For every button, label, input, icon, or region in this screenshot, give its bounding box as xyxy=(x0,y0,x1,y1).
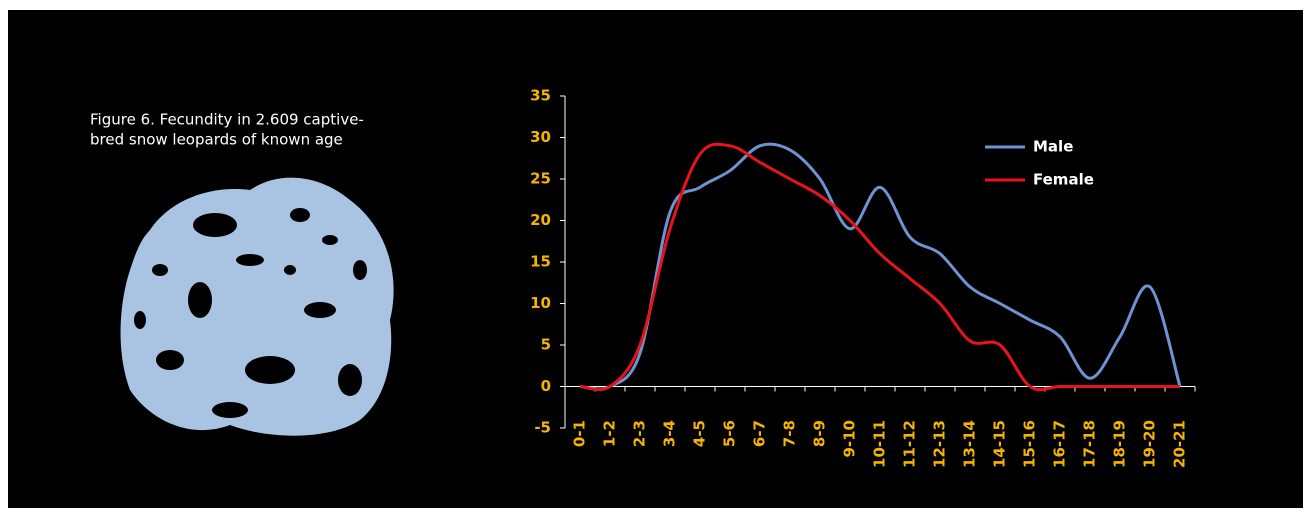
chart-title: Figure 6. Fecundity in 2.609 captive- xyxy=(90,111,364,129)
x-tick-label: 14-15 xyxy=(991,420,1009,468)
leopard-illustration xyxy=(120,177,394,436)
x-tick-label: 5-6 xyxy=(721,420,739,447)
y-tick-label: 15 xyxy=(530,253,551,271)
x-tick-label: 2-3 xyxy=(631,420,649,447)
y-tick-label: 30 xyxy=(530,128,551,146)
x-tick-label: 9-10 xyxy=(841,420,859,458)
x-tick-label: 16-17 xyxy=(1051,420,1069,468)
y-tick-label: -5 xyxy=(534,419,551,437)
x-tick-label: 17-18 xyxy=(1081,420,1099,468)
x-tick-label: 7-8 xyxy=(781,420,799,447)
x-tick-label: 4-5 xyxy=(691,420,709,447)
x-tick-label: 1-2 xyxy=(601,420,619,447)
y-tick-label: 0 xyxy=(541,377,551,395)
y-tick-label: 25 xyxy=(530,170,551,188)
x-tick-label: 6-7 xyxy=(751,420,769,447)
y-tick-label: 5 xyxy=(541,336,551,354)
legend-label: Female xyxy=(1033,171,1094,189)
x-tick-label: 15-16 xyxy=(1021,420,1039,468)
x-tick-label: 10-11 xyxy=(871,420,889,468)
x-tick-label: 3-4 xyxy=(661,420,679,447)
y-tick-label: 10 xyxy=(530,294,551,312)
x-tick-label: 12-13 xyxy=(931,420,949,468)
legend-label: Male xyxy=(1033,138,1073,156)
x-tick-label: 8-9 xyxy=(811,420,829,447)
x-tick-label: 0-1 xyxy=(571,420,589,447)
x-tick-label: 20-21 xyxy=(1171,420,1189,468)
x-tick-label: 18-19 xyxy=(1111,420,1129,468)
y-tick-label: 20 xyxy=(530,211,551,229)
x-tick-label: 19-20 xyxy=(1141,420,1159,468)
x-tick-label: 13-14 xyxy=(961,420,979,468)
series-line xyxy=(579,142,1180,392)
chart-title: bred snow leopards of known age xyxy=(90,131,343,149)
series-line xyxy=(579,142,1182,391)
x-tick-label: 11-12 xyxy=(901,420,919,468)
y-tick-label: 35 xyxy=(530,87,551,105)
leopard-spots xyxy=(134,208,367,418)
leopard-head xyxy=(120,177,394,436)
